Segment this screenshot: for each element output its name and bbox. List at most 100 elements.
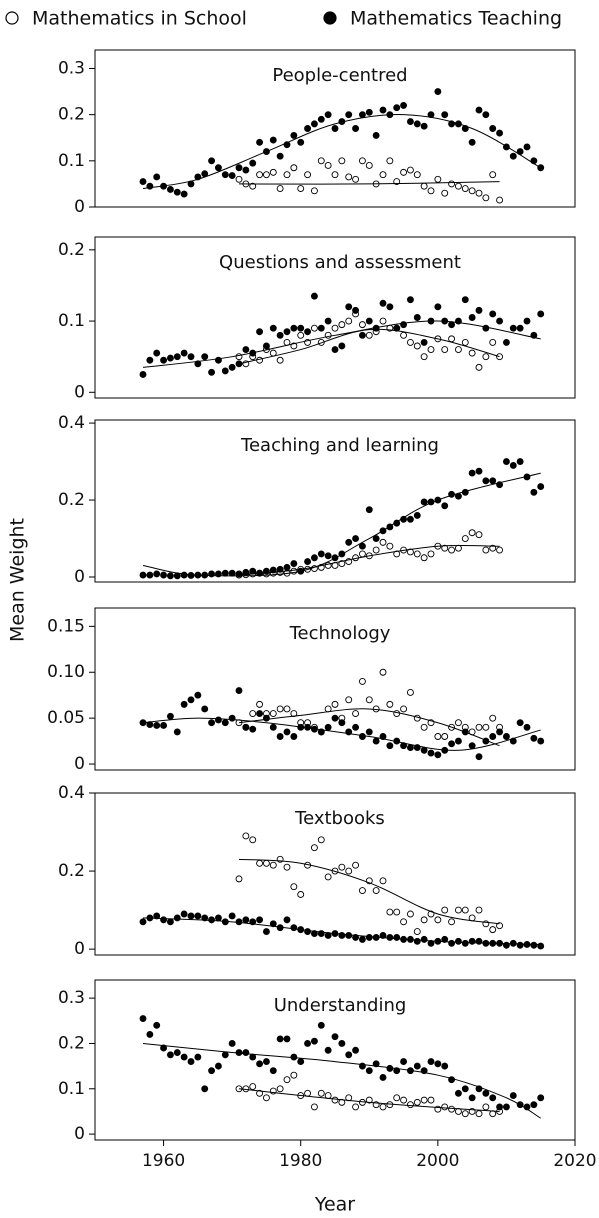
open-point [338,157,346,165]
filled-point [413,314,421,321]
filled-point [242,1049,250,1056]
filled-point [454,737,462,745]
filled-point [187,696,195,704]
open-point [317,1089,325,1097]
open-point [331,1096,339,1104]
open-point [448,335,456,343]
y-tick-label: 0.3 [58,58,85,78]
open-point [420,353,428,361]
filled-point [489,125,497,132]
filled-point [496,317,504,325]
filled-point [475,306,483,314]
filled-point [173,353,181,361]
filled-point [139,371,147,378]
filled-point [482,1089,490,1097]
filled-point [276,733,284,740]
filled-point [324,111,332,119]
trend-line [142,320,541,368]
legend-marker [5,11,19,25]
filled-point [297,138,305,146]
filled-point [221,719,229,727]
filled-point [345,111,353,119]
trend-line [142,114,541,190]
filled-point [262,342,270,350]
panel-title: Understanding [274,995,407,1016]
open-point [358,887,366,895]
open-point [290,164,298,172]
open-point [242,1085,250,1093]
open-point [249,1083,257,1090]
filled-point [235,164,243,172]
filled-point [166,712,174,720]
filled-point [187,572,195,579]
open-point [496,922,504,930]
open-point [448,546,456,554]
y-tick-label: 0.2 [58,490,85,510]
filled-point [166,354,174,362]
open-point [276,705,284,713]
open-point [324,161,332,169]
filled-point [242,568,250,576]
filled-point [461,939,469,947]
filled-point [146,1030,154,1038]
filled-point [262,714,270,722]
open-point [310,1103,318,1111]
x-tick-label: 2000 [416,1151,459,1171]
filled-point [146,571,154,579]
open-point [413,550,421,558]
filled-point [489,310,497,318]
filled-point [283,1035,291,1043]
open-point [372,546,380,554]
filled-point [441,1062,449,1070]
filled-point [530,1101,538,1109]
filled-point [290,924,298,932]
open-point [406,688,414,696]
open-point [454,182,462,190]
open-point [283,863,291,871]
open-point [269,710,277,718]
open-point [283,171,291,179]
open-point [427,1096,435,1104]
open-point [262,171,270,179]
filled-point [160,1044,168,1052]
open-point [475,1110,483,1118]
open-point [468,349,476,357]
filled-point [256,328,264,336]
open-point [489,544,497,552]
panel-frame [94,49,576,208]
filled-point [537,310,545,318]
filled-point [283,728,291,736]
filled-point [468,937,476,945]
filled-point [413,937,421,945]
filled-point [358,733,366,740]
open-point [331,324,339,332]
y-tick-label: 0 [74,1124,85,1144]
filled-point [482,477,490,485]
open-point [441,346,449,354]
open-point [317,836,325,844]
filled-point [310,1037,318,1045]
y-tick-label: 0 [74,382,85,402]
open-point [365,161,373,169]
open-point [406,1101,414,1109]
filled-point [269,723,277,731]
open-point [338,321,346,329]
filled-point [242,916,250,924]
filled-point [228,363,236,371]
panel-frame [94,236,576,399]
open-point [379,877,387,885]
filled-point [338,719,346,727]
filled-point [276,331,284,339]
filled-point [304,1040,312,1047]
open-point [496,196,504,204]
open-point [262,859,270,867]
open-point [482,1103,490,1111]
filled-point [427,749,435,757]
filled-point [516,719,524,727]
open-point [475,906,483,914]
open-point [297,185,305,192]
open-point [358,677,366,685]
filled-point [242,723,250,731]
filled-point [194,360,202,368]
filled-point [283,916,291,924]
